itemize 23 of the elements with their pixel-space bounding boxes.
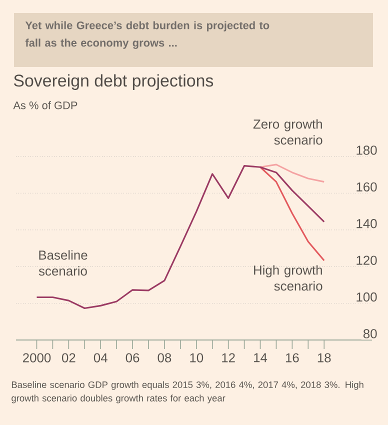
x-tick-label: 04 xyxy=(94,353,108,362)
x-tick-label: 06 xyxy=(126,353,140,362)
x-tick-label: 18 xyxy=(318,353,331,362)
y-axis-title: As % of GDP xyxy=(13,101,78,110)
series-label: High growth scenario xyxy=(254,265,322,291)
y-tick-label: 160 xyxy=(356,182,377,192)
x-tick-label: 02 xyxy=(62,353,76,362)
series-label: Baseline scenario xyxy=(38,250,88,276)
x-tick-label: 16 xyxy=(286,353,299,362)
y-tick-label: 140 xyxy=(356,219,377,228)
y-tick-label: 120 xyxy=(356,256,377,265)
chart-subtitle: Sovereign debt projections xyxy=(14,74,214,90)
y-tick-label: 80 xyxy=(363,329,377,338)
text: Baseline scenario GDP growth equals 2015 3%, 2016 4%, 2017 4%, 2018 3%. High growth scenario doubles growth rates for each year xyxy=(12,381,364,404)
chart-title: Yet while Greece’s debt burden is projected to fall as the economy grows ... xyxy=(25,21,270,49)
x-tick-label: 12 xyxy=(222,353,235,362)
x-tick-label: 10 xyxy=(190,353,204,362)
series-label: Zero growth scenario xyxy=(253,119,322,145)
x-tick-label: 08 xyxy=(158,353,172,362)
x-tick-label: 14 xyxy=(254,353,268,362)
y-tick-label: 100 xyxy=(356,292,377,302)
y-tick-label: 180 xyxy=(356,146,377,155)
x-tick-label: 2000 xyxy=(23,353,51,362)
